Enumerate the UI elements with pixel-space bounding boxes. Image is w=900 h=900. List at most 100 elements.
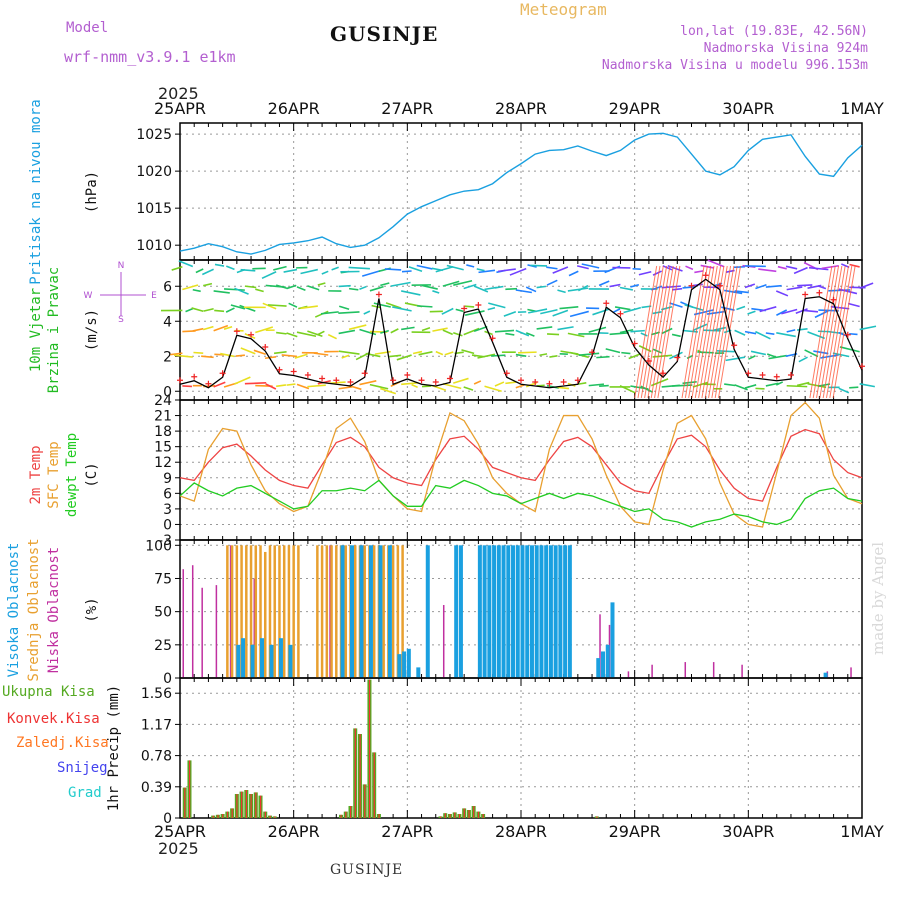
- cloud-bar: [610, 602, 615, 678]
- wind-barb: [300, 305, 318, 310]
- wind-barb: [528, 308, 548, 314]
- cloud-bar: [482, 545, 487, 678]
- wind-barb: [509, 267, 527, 276]
- cloud-bar: [416, 667, 421, 678]
- wind-barb: [578, 352, 600, 356]
- cloud-bar: [601, 651, 606, 678]
- wind-hatch: [684, 265, 708, 399]
- wind-barb: [765, 284, 782, 288]
- precip-conv-bar: [473, 806, 475, 818]
- wind-barb: [503, 311, 517, 317]
- cloud-bar: [288, 644, 293, 678]
- cloud-bar: [282, 545, 286, 678]
- wind-barb: [401, 270, 412, 273]
- wind-barb: [628, 353, 642, 360]
- wind-barb: [203, 307, 214, 312]
- date-label-top: 30APR: [722, 99, 774, 118]
- wind-gust-marker: [177, 377, 183, 384]
- wind-barb: [736, 305, 746, 311]
- cloud-bar: [823, 672, 828, 678]
- cloud-bar: [269, 644, 274, 678]
- wind-barb: [671, 333, 681, 338]
- wind-barb: [463, 327, 480, 336]
- pressure-panel-ytick-label: 1015: [136, 201, 172, 217]
- wind-barb: [444, 351, 454, 356]
- wind-barb: [707, 259, 725, 268]
- wind-barb: [839, 346, 860, 353]
- wind-barb: [286, 383, 296, 386]
- cloud-bar: [226, 545, 229, 678]
- precip-conv-bar: [468, 810, 470, 818]
- wind-gust-marker: [603, 300, 610, 307]
- wind-barb: [487, 306, 496, 311]
- wind-barb: [744, 330, 757, 335]
- wind-barb: [793, 266, 808, 275]
- station-title: GUSINJE: [330, 22, 439, 46]
- wind-barb: [296, 383, 310, 390]
- wind-barb: [577, 284, 589, 292]
- wind-barb: [453, 279, 473, 286]
- precip-conv-bar: [373, 752, 375, 818]
- cloud-bar: [359, 545, 364, 678]
- wind-barb: [389, 354, 402, 358]
- wind-barb: [380, 387, 397, 395]
- wind-hatch: [708, 265, 732, 399]
- model-label: Model: [66, 20, 109, 36]
- wind-barb: [768, 354, 787, 360]
- wind-barb: [652, 270, 663, 276]
- wind-barb: [569, 310, 589, 318]
- precip-conv-bar: [368, 679, 371, 818]
- temp-panel-ytick-label: 15: [154, 440, 172, 456]
- wind-barb: [536, 326, 553, 330]
- cloud-bar: [235, 545, 239, 678]
- cloud-bar: [278, 545, 281, 678]
- cloud-bar: [534, 545, 539, 678]
- wind-barb: [817, 383, 831, 388]
- wind-barb: [466, 264, 475, 268]
- cloud-bar: [287, 545, 291, 678]
- wind-gust-marker: [645, 358, 652, 364]
- wind-hatch: [644, 265, 668, 399]
- wind-barb: [240, 347, 256, 355]
- wind-gust-marker: [787, 372, 794, 378]
- wind-barb: [473, 285, 489, 293]
- cloud-bar: [273, 545, 276, 678]
- cloud-bar: [259, 545, 262, 678]
- wind-barb: [669, 302, 683, 308]
- wind-barb: [785, 265, 798, 270]
- wind-barb: [320, 311, 339, 315]
- wind-barb: [765, 382, 779, 387]
- wind-gust-marker: [660, 370, 667, 377]
- wind-barb: [225, 307, 235, 313]
- wind-barb: [252, 267, 266, 270]
- wind-barb: [781, 308, 798, 315]
- precip-conv-bar: [217, 814, 219, 818]
- wind-barb: [442, 329, 454, 336]
- wind-gust-marker: [631, 340, 638, 347]
- wind-barb: [421, 284, 438, 290]
- wind-barb: [515, 384, 525, 389]
- wind-barb: [755, 387, 765, 390]
- precip-panel-ytick-label: 0: [163, 811, 172, 827]
- wind-gust-marker: [745, 370, 752, 377]
- model-elevation-text: Nadmorska Visina u modelu 996.153m: [601, 58, 868, 73]
- wind-barb: [338, 284, 351, 288]
- precip-legend-0: Ukupna Kisa: [2, 684, 95, 700]
- temp-ylabel-3: dewpt Temp: [64, 433, 80, 517]
- wind-barb: [750, 350, 767, 356]
- wind-barb: [536, 285, 547, 289]
- cloud-bar: [487, 545, 492, 678]
- wind-gust-marker: [404, 372, 411, 378]
- cloud-bar: [599, 614, 601, 678]
- precip-panel-frame: [179, 677, 863, 819]
- wind-hatch: [816, 265, 840, 399]
- cloud-bar: [350, 545, 354, 678]
- wind-gust-marker: [489, 335, 496, 342]
- wind-barb: [775, 290, 789, 297]
- wind-barb: [671, 287, 683, 291]
- wind-barb: [623, 306, 642, 314]
- cloud-bar: [425, 545, 430, 678]
- wind-barb: [598, 280, 610, 287]
- wind-barb: [273, 351, 287, 355]
- cloud-ylabel-1: Visoka Oblacnost: [6, 543, 22, 678]
